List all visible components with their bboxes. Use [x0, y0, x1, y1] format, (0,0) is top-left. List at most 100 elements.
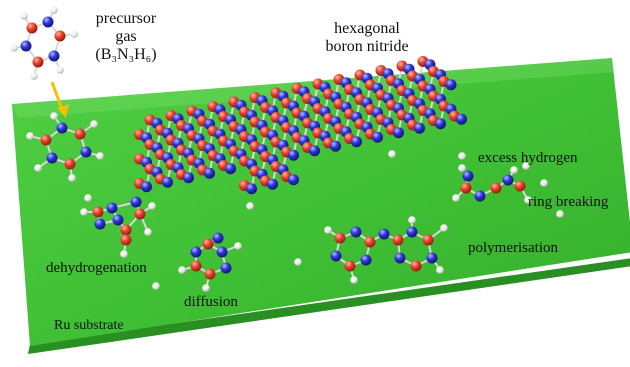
hydrogen-atom [30, 72, 38, 80]
nitrogen-atom [141, 181, 152, 193]
boron-atom [410, 260, 422, 272]
hydrogen-atom [56, 66, 64, 74]
hydrogen-atom [324, 226, 332, 234]
nitrogen-atom [462, 170, 474, 182]
boron-atom [54, 30, 66, 42]
nitrogen-atom [80, 146, 92, 158]
polymerisation-label: polymerisation [468, 240, 558, 256]
boron-atom [514, 180, 526, 192]
boron-atom [344, 260, 356, 272]
hydrogen-atom [522, 162, 530, 170]
excess-hydrogen-label: excess hydrogen [478, 150, 578, 166]
nitrogen-atom [288, 149, 299, 161]
hydrogen-atom [510, 166, 518, 174]
substrate-front-edge [28, 258, 630, 354]
hydrogen-atom [96, 152, 104, 160]
nitrogen-atom [414, 122, 425, 134]
boron-atom [190, 260, 202, 272]
nitrogen-atom [46, 152, 58, 164]
hydrogen-atom [70, 30, 78, 38]
nitrogen-atom [106, 202, 118, 214]
hydrogen-atom [458, 152, 466, 160]
dehydrogenation-label: dehydrogenation [46, 260, 147, 276]
boron-atom [74, 128, 86, 140]
nitrogen-atom [435, 118, 446, 130]
hydrogen-atom [152, 282, 160, 290]
hydrogen-atom [452, 194, 460, 202]
boron-atom [392, 234, 404, 246]
boron-atom [334, 232, 346, 244]
nitrogen-atom [288, 174, 299, 186]
hydrogen-atom [84, 194, 92, 202]
hydrogen-atom [408, 216, 416, 224]
nitrogen-atom [162, 176, 173, 188]
hydrogen-atom [246, 202, 254, 210]
substrate-label: Ru substrate [54, 318, 124, 333]
nitrogen-atom [330, 250, 342, 262]
nitrogen-atom [456, 113, 467, 125]
nitrogen-atom [216, 246, 228, 258]
hydrogen-atom [120, 250, 128, 258]
hydrogen-atom [458, 164, 466, 172]
nitrogen-atom [204, 167, 215, 179]
nitrogen-atom [330, 140, 341, 152]
hydrogen-atom [90, 120, 98, 128]
hydrogen-atom [202, 284, 210, 292]
precursor-label-line1: precursor [95, 10, 157, 27]
hydrogen-atom [388, 150, 396, 158]
nitrogen-atom [48, 50, 60, 62]
boron-atom [92, 206, 104, 218]
nitrogen-atom [406, 226, 418, 238]
nitrogen-atom [212, 232, 224, 244]
boron-atom [460, 182, 472, 194]
hydrogen-atom [294, 258, 302, 266]
adsorption-arrow-head [57, 104, 69, 118]
nitrogen-atom [393, 127, 404, 139]
hydrogen-atom [556, 210, 564, 218]
hydrogen-atom [524, 196, 532, 204]
nitrogen-atom [246, 183, 257, 195]
hbn-label-line1: hexagonal [334, 20, 400, 37]
hydrogen-atom [50, 6, 58, 14]
boron-atom [120, 224, 132, 236]
substrate-highlight [12, 58, 614, 118]
boron-atom [490, 182, 502, 194]
nitrogen-atom [112, 214, 124, 226]
boron-atom [64, 158, 76, 170]
nitrogen-atom [225, 163, 236, 175]
hydrogen-atom [144, 228, 152, 236]
nitrogen-atom [94, 218, 106, 230]
nitrogen-atom [183, 172, 194, 184]
nitrogen-atom [394, 252, 406, 264]
boron-atom [26, 22, 38, 34]
nitrogen-atom [220, 262, 232, 274]
boron-atom [422, 234, 434, 246]
boron-atom [204, 268, 216, 280]
nitrogen-atom [445, 79, 457, 91]
boron-atom [40, 134, 52, 146]
nitrogen-atom [56, 122, 68, 134]
hydrogen-atom [80, 208, 88, 216]
hbn-label-line2: boron nitride [325, 38, 409, 55]
atoms-layer [10, 6, 564, 292]
hydrogen-atom [148, 202, 156, 210]
nitrogen-atom [474, 190, 486, 202]
ring-breaking-label: ring breaking [528, 194, 609, 210]
nitrogen-atom [267, 178, 278, 190]
hydrogen-atom [10, 44, 18, 52]
nitrogen-atom [351, 136, 362, 148]
precursor-formula: (B₃N₃H₆) [95, 46, 157, 63]
nitrogen-atom [378, 228, 390, 240]
nitrogen-atom [130, 196, 142, 208]
diffusion-label: diffusion [184, 294, 238, 310]
nitrogen-atom [502, 174, 514, 186]
nitrogen-atom [20, 40, 32, 52]
boron-atom [202, 238, 214, 250]
nitrogen-atom [360, 254, 372, 266]
hydrogen-atom [34, 164, 42, 172]
nitrogen-atom [42, 16, 54, 28]
boron-atom [120, 234, 132, 246]
hydrogen-atom [540, 179, 548, 187]
